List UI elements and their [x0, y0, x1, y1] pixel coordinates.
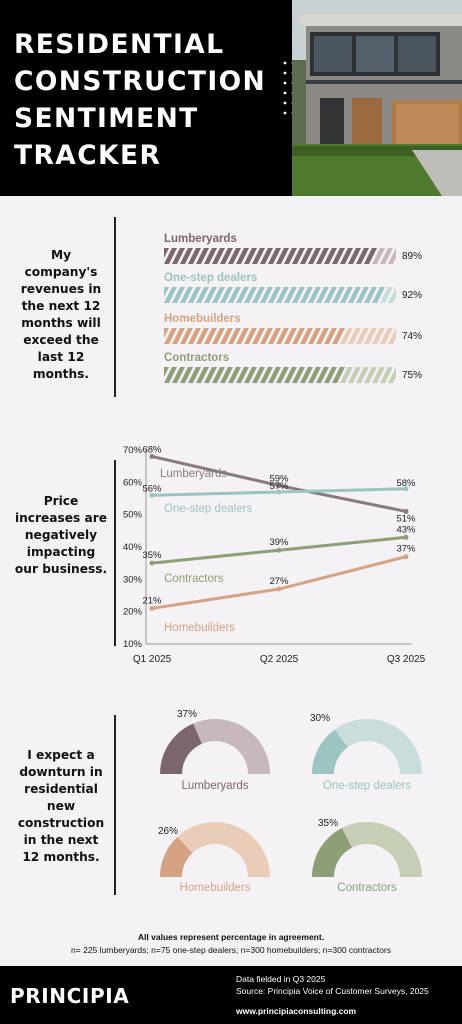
- y-tick-label: 70%: [123, 445, 143, 456]
- donut-one-step-dealers: [312, 719, 422, 774]
- data-point: [276, 547, 282, 553]
- bar-lumberyards: [164, 248, 396, 264]
- section-divider: [114, 217, 116, 397]
- section-divider: [114, 460, 116, 646]
- footer-fielded: Data fielded in Q3 2025: [236, 974, 326, 984]
- data-point: [403, 486, 409, 492]
- data-point: [276, 489, 282, 495]
- donut-category-label: Lumberyards: [181, 780, 249, 792]
- data-point: [403, 554, 409, 560]
- donut-track: [342, 822, 422, 877]
- page-title: RESIDENTIAL CONSTRUCTION SENTIMENT TRACK…: [14, 26, 266, 174]
- data-point: [276, 586, 282, 592]
- bar-value-label: 89%: [402, 251, 423, 262]
- donut-value-label: 26%: [158, 826, 179, 837]
- x-tick-label: Q3 2025: [387, 654, 426, 665]
- series-name-label: Contractors: [164, 573, 224, 585]
- title-line: RESIDENTIAL: [14, 29, 225, 60]
- x-tick-label: Q1 2025: [133, 654, 172, 665]
- footer-source: Source: Principia Voice of Customer Surv…: [236, 986, 429, 996]
- data-label: 51%: [396, 513, 416, 524]
- data-label: 68%: [142, 444, 162, 455]
- section-divider: [114, 715, 116, 895]
- data-label: 43%: [396, 524, 416, 535]
- data-label: 57%: [269, 481, 289, 492]
- donut-track: [193, 719, 270, 774]
- bar-value-label: 92%: [402, 290, 423, 301]
- series-name-label: Lumberyards: [160, 468, 227, 480]
- donut-fill-mark: [160, 836, 193, 877]
- y-tick-label: 60%: [123, 477, 143, 488]
- footnote-line: All values represent percentage in agree…: [137, 932, 325, 942]
- downturn-question: I expect a downturn in residential new c…: [17, 748, 105, 864]
- donut-lumberyards: [160, 719, 270, 774]
- footer-website-link[interactable]: www.principiaconsulting.com: [236, 1006, 357, 1016]
- series-name-label: One-step dealers: [164, 503, 252, 515]
- price-question: Price increases are negatively impacting…: [14, 494, 108, 576]
- data-label: 21%: [142, 595, 162, 606]
- y-tick-label: 50%: [123, 510, 143, 521]
- bar-one-step-dealers: [164, 287, 396, 303]
- donut-category-label: One-step dealers: [322, 780, 412, 792]
- revenue-question: My company's revenues in the next 12 mon…: [20, 248, 102, 381]
- series-name-label: Homebuilders: [164, 622, 235, 634]
- donut-fill-mark: [312, 729, 348, 774]
- principia-logo: PRINCIPIA: [10, 984, 130, 1008]
- donut-contractors: [312, 822, 422, 877]
- bar-homebuilders: [164, 328, 396, 344]
- donut-track: [334, 719, 422, 774]
- data-label: 39%: [269, 537, 289, 548]
- title-line: CONSTRUCTION: [14, 66, 267, 97]
- bar-category-label: One-step dealers: [164, 272, 258, 284]
- bar-category-label: Lumberyards: [164, 233, 237, 245]
- title-line: SENTIMENT: [14, 103, 199, 134]
- data-point: [276, 483, 282, 489]
- donut-category-label: Contractors: [337, 882, 397, 894]
- footer: PRINCIPIA Data fielded in Q3 2025 Source…: [0, 966, 462, 1024]
- house-photo: [292, 0, 462, 196]
- header-banner: RESIDENTIAL CONSTRUCTION SENTIMENT TRACK…: [0, 0, 462, 196]
- data-point: [149, 560, 155, 566]
- donut-fill-mark: [312, 827, 353, 877]
- donut-value-label: 35%: [318, 818, 339, 829]
- bar-value-label: 74%: [402, 331, 423, 342]
- data-label: 56%: [142, 483, 162, 494]
- data-point: [403, 508, 409, 514]
- data-point: [149, 453, 155, 459]
- title-line: TRACKER: [14, 140, 162, 171]
- donut-value-label: 37%: [177, 709, 198, 720]
- data-label: 35%: [142, 550, 162, 561]
- y-tick-label: 10%: [123, 639, 143, 650]
- footnote-sample-sizes: n= 225 lumberyards; n=75 one-step dealer…: [71, 945, 391, 955]
- donut-fill-mark: [160, 723, 202, 774]
- bar-contractors: [164, 367, 396, 383]
- data-point: [149, 605, 155, 611]
- bar-category-label: Contractors: [164, 352, 230, 364]
- bar-category-label: Homebuilders: [164, 313, 241, 325]
- data-label: 58%: [396, 478, 416, 489]
- data-label: 37%: [396, 544, 416, 555]
- data-point: [149, 492, 155, 498]
- data-label: 59%: [269, 474, 289, 485]
- donut-homebuilders: [160, 822, 270, 877]
- donut-value-label: 30%: [310, 713, 331, 724]
- donut-track: [177, 822, 270, 877]
- x-tick-label: Q2 2025: [260, 654, 299, 665]
- donut-category-label: Homebuilders: [179, 882, 251, 894]
- data-point: [403, 534, 409, 540]
- bar-value-label: 75%: [402, 370, 423, 381]
- y-tick-label: 30%: [123, 574, 143, 585]
- data-label: 27%: [269, 576, 289, 587]
- y-tick-label: 40%: [123, 542, 143, 553]
- y-tick-label: 20%: [123, 607, 143, 618]
- line-chart: 70% 60% 50% 40% 30% 20% 10% Q1 2025 Q2 2025 Q3 20…: [123, 444, 426, 665]
